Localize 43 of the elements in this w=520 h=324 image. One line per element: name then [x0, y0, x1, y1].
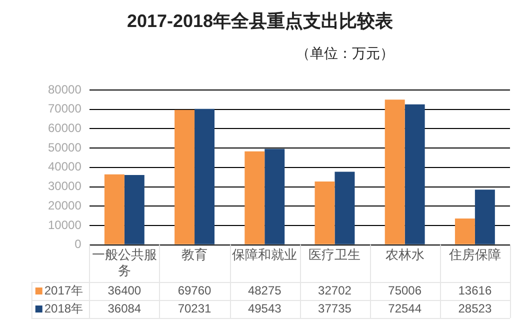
legend-label: 2018年 — [44, 301, 84, 316]
y-tick-label: 10000 — [48, 218, 82, 232]
data-label: 37735 — [318, 301, 352, 316]
bar — [404, 104, 425, 244]
y-tick-label: 20000 — [48, 198, 82, 212]
y-tick-label: 30000 — [48, 179, 82, 194]
data-label: 69760 — [178, 283, 212, 298]
data-label: 28523 — [458, 301, 492, 316]
bar — [314, 182, 335, 244]
data-label: 75006 — [388, 283, 422, 298]
chart-title: 2017-2018年全县重点支出比较表 — [126, 10, 394, 31]
legend-label: 2017年 — [44, 283, 84, 298]
bar — [174, 110, 195, 244]
y-tick-label: 0 — [74, 237, 82, 252]
bar — [474, 190, 495, 244]
x-tick-label: 教育 — [182, 247, 208, 262]
x-tick-label: 保障和就业 — [232, 247, 298, 262]
bar — [244, 151, 265, 244]
x-tick-label: 住房保障 — [448, 247, 501, 262]
data-label: 49543 — [248, 301, 282, 316]
y-tick-label: 50000 — [48, 140, 82, 154]
bar — [194, 108, 215, 244]
x-tick-label: 一般公共服务 — [92, 247, 157, 278]
y-tick-label: 70000 — [48, 102, 82, 116]
y-tick-label: 40000 — [48, 160, 82, 174]
data-label: 36084 — [108, 301, 142, 316]
data-label: 36400 — [108, 283, 142, 298]
data-label: 13616 — [458, 283, 492, 298]
y-tick-label: 80000 — [48, 82, 82, 96]
data-label: 72544 — [388, 301, 422, 316]
bar — [104, 174, 124, 244]
y-tick-label: 60000 — [48, 121, 82, 136]
bar — [384, 100, 405, 244]
data-label: 32702 — [318, 283, 352, 298]
data-label: 70231 — [178, 301, 212, 316]
chart-subtitle: （单位：万元） — [296, 44, 394, 61]
bar — [454, 218, 475, 244]
x-tick-label: 医疗卫生 — [308, 247, 361, 262]
bar — [264, 148, 285, 244]
bar — [334, 172, 355, 244]
x-tick-label: 农林水 — [385, 247, 424, 262]
data-label: 48275 — [248, 283, 282, 298]
bar — [124, 174, 144, 244]
